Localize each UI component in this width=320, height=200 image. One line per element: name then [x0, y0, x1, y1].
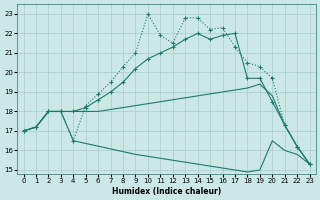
X-axis label: Humidex (Indice chaleur): Humidex (Indice chaleur) [112, 187, 221, 196]
